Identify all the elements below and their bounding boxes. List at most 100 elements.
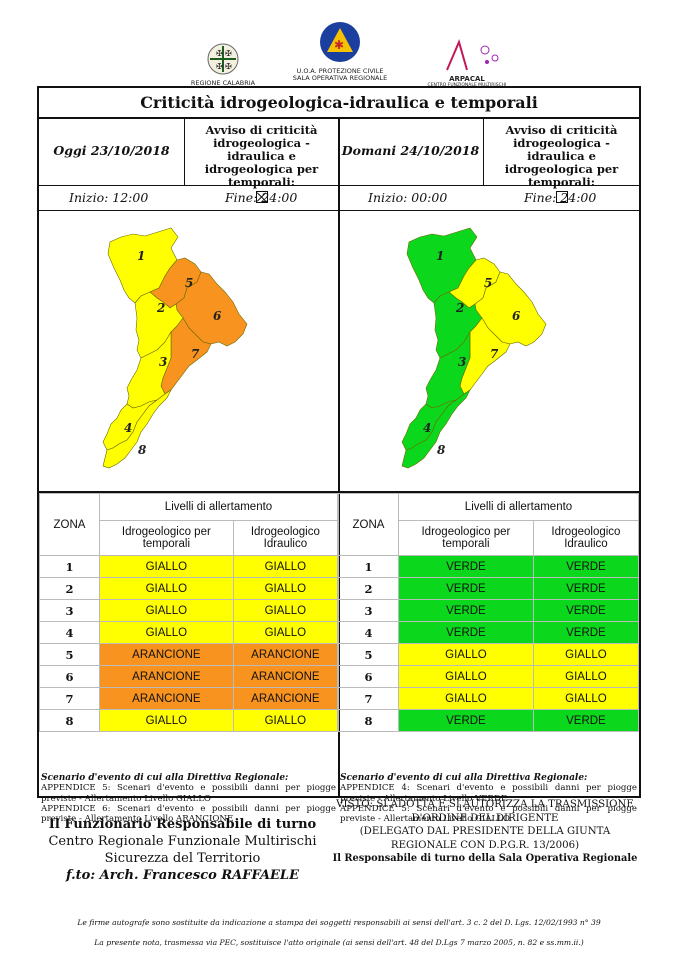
end-time: Fine: 24:00 <box>524 190 597 205</box>
col-idraulico-header: Idrogeologico Idraulico <box>232 520 339 556</box>
zona-header: ZONA <box>39 493 100 556</box>
signature-right: VISTO: SI ADOTTA E SI AUTORIZZA LA TRASM… <box>330 798 640 866</box>
scenario-line-2: APPENDICE 6: Scenari d'evento e possibil… <box>41 803 336 825</box>
zone-number: 3 <box>338 599 399 622</box>
map-zone-8 <box>401 389 471 469</box>
sig-right-line1: VISTO: SI ADOTTA E SI AUTORIZZA LA TRASM… <box>336 799 634 810</box>
map-zone-label: 5 <box>484 276 492 290</box>
zone-row: 1 VERDE VERDE <box>338 555 640 578</box>
arpacal-logo: ARPACAL CENTRO FUNZIONALE MULTIRISCHI <box>412 38 522 88</box>
sig-right-line4: REGIONALE CON D.P.G.R. 13/2006) <box>390 839 580 851</box>
zone-row: 8 VERDE VERDE <box>338 709 640 732</box>
scenario-line-2: APPENDICE 5: Scenari d'evento e possibil… <box>340 803 637 825</box>
scenario-title: Scenario d'evento di cui alla Direttiva … <box>340 773 588 783</box>
calabria-zone-map: 1 2 3 4 5 6 7 8 <box>338 210 639 490</box>
levels-header: Livelli di allertamento <box>99 493 338 521</box>
level-idraulico-cell: GIALLO <box>532 643 640 666</box>
map-zone-label: 7 <box>490 347 499 361</box>
zona-header: ZONA <box>338 493 399 556</box>
header-logos: ✠ ✠ ✠ ✠ REGIONE CALABRIA ✱ U.O.A. PROTEZ… <box>0 18 678 88</box>
scenario-notes: Scenario d'evento di cui alla Direttiva … <box>338 773 639 824</box>
bulletin-title: Criticità idrogeologica-idraulica e temp… <box>39 88 639 119</box>
col1-line2: temporali <box>142 538 191 550</box>
level-idraulico-cell: ARANCIONE <box>232 665 339 688</box>
level-temporali-cell: VERDE <box>398 577 534 600</box>
avviso-label-1: Avviso di criticità <box>505 123 618 137</box>
footer-line1: Le firme autografe sono sostituite da in… <box>77 918 601 927</box>
level-idraulico-cell: GIALLO <box>532 687 640 710</box>
zone-number: 1 <box>39 555 100 578</box>
level-temporali-cell: VERDE <box>398 709 534 732</box>
arpacal-caption-2: CENTRO FUNZIONALE MULTIRISCHI <box>427 83 507 88</box>
map-zone-label: 2 <box>156 301 165 315</box>
zone-row: 1 GIALLO GIALLO <box>39 555 339 578</box>
zone-row: 8 GIALLO GIALLO <box>39 709 339 732</box>
map-zone-label: 4 <box>423 421 431 435</box>
protezione-civile-logo: ✱ U.O.A. PROTEZIONE CIVILE SALA OPERATIV… <box>280 20 400 82</box>
regione-caption: REGIONE CALABRIA <box>190 79 256 87</box>
end-time: Fine: 24:00 <box>225 190 298 205</box>
level-idraulico-cell: GIALLO <box>232 577 339 600</box>
col2-line1: Idrogeologico <box>551 526 621 538</box>
zone-number: 4 <box>39 621 100 644</box>
level-idraulico-cell: VERDE <box>532 709 640 732</box>
zone-row: 5 ARANCIONE ARANCIONE <box>39 643 339 666</box>
signature-left: Il Funzionario Responsabile di turno Cen… <box>40 816 325 884</box>
regione-crest-icon: ✠ ✠ ✠ ✠ <box>207 43 239 75</box>
zone-row: 4 VERDE VERDE <box>338 621 640 644</box>
level-idraulico-cell: VERDE <box>532 577 640 600</box>
scenario-line-1: APPENDICE 5: Scenari d'evento e possibil… <box>41 783 336 804</box>
start-time: Inizio: 00:00 <box>368 190 448 205</box>
zone-row: 6 GIALLO GIALLO <box>338 665 640 688</box>
level-temporali-cell: GIALLO <box>99 599 234 622</box>
map-zone-label: 8 <box>437 443 446 457</box>
tomorrow-panel: Domani 24/10/2018 Avviso di criticità id… <box>338 117 640 824</box>
level-temporali-cell: ARANCIONE <box>99 687 234 710</box>
level-temporali-cell: GIALLO <box>99 709 234 732</box>
avviso-box: Avviso di criticità idrogeologica - idra… <box>484 117 639 203</box>
level-idraulico-cell: GIALLO <box>232 621 339 644</box>
alert-levels-table: ZONA Livelli di allertamento Idrogeologi… <box>338 491 640 732</box>
zone-number: 6 <box>338 665 399 688</box>
avviso-box: Avviso di criticità idrogeologica - idra… <box>185 117 338 203</box>
avviso-label-1: Avviso di criticità <box>205 123 318 137</box>
map-zone-label: 6 <box>512 309 521 323</box>
sig-right-line5: Il Responsabile di turno della Sala Oper… <box>332 853 638 864</box>
zone-number: 8 <box>338 709 399 732</box>
col1-line2: temporali <box>442 538 490 550</box>
zone-number: 7 <box>338 687 399 710</box>
zone-row: 7 GIALLO GIALLO <box>338 687 640 710</box>
level-idraulico-cell: VERDE <box>532 621 640 644</box>
level-temporali-cell: GIALLO <box>99 577 234 600</box>
time-range: Inizio: 00:00 Fine: 24:00 <box>338 185 639 211</box>
sig-right-line3: (DELEGATO DAL PRESIDENTE DELLA GIUNTA <box>359 826 611 837</box>
zone-number: 2 <box>338 577 399 600</box>
zone-row: 3 VERDE VERDE <box>338 599 640 622</box>
today-panel: Oggi 23/10/2018 Avviso di criticità idro… <box>39 117 340 824</box>
protezione-caption-1: U.O.A. PROTEZIONE CIVILE <box>296 67 384 75</box>
avviso-label-2: idrogeologica - idraulica e <box>513 136 610 163</box>
map-zone-label: 1 <box>436 249 444 263</box>
level-temporali-cell: VERDE <box>398 599 534 622</box>
zone-row: 2 VERDE VERDE <box>338 577 640 600</box>
alert-levels-table: ZONA Livelli di allertamento Idrogeologi… <box>39 491 339 732</box>
arpacal-icon <box>446 39 499 71</box>
map-svg: 1 2 3 4 5 6 7 8 <box>102 227 248 469</box>
level-temporali-cell: ARANCIONE <box>99 665 234 688</box>
col2-line2: Idraulico <box>564 538 608 550</box>
zone-row: 5 GIALLO GIALLO <box>338 643 640 666</box>
calabria-zone-map: 1 2 3 4 5 6 7 8 <box>39 210 338 490</box>
scenario-title: Scenario d'evento di cui alla Direttiva … <box>41 773 289 783</box>
map-zone-label: 7 <box>191 347 200 361</box>
zone-number: 1 <box>338 555 399 578</box>
svg-text:✠: ✠ <box>216 62 223 71</box>
level-idraulico-cell: GIALLO <box>532 665 640 688</box>
levels-header: Livelli di allertamento <box>398 493 639 521</box>
zone-number: 3 <box>39 599 100 622</box>
protezione-civile-icon: ✱ <box>320 22 360 62</box>
col-idraulico-header: Idrogeologico Idraulico <box>532 520 640 556</box>
avviso-label-2: idrogeologica - idraulica e <box>213 136 310 163</box>
map-zone-label: 1 <box>137 249 145 263</box>
col2-line1: Idrogeologico <box>250 526 320 538</box>
col1-line1: Idrogeologico per <box>421 526 511 538</box>
